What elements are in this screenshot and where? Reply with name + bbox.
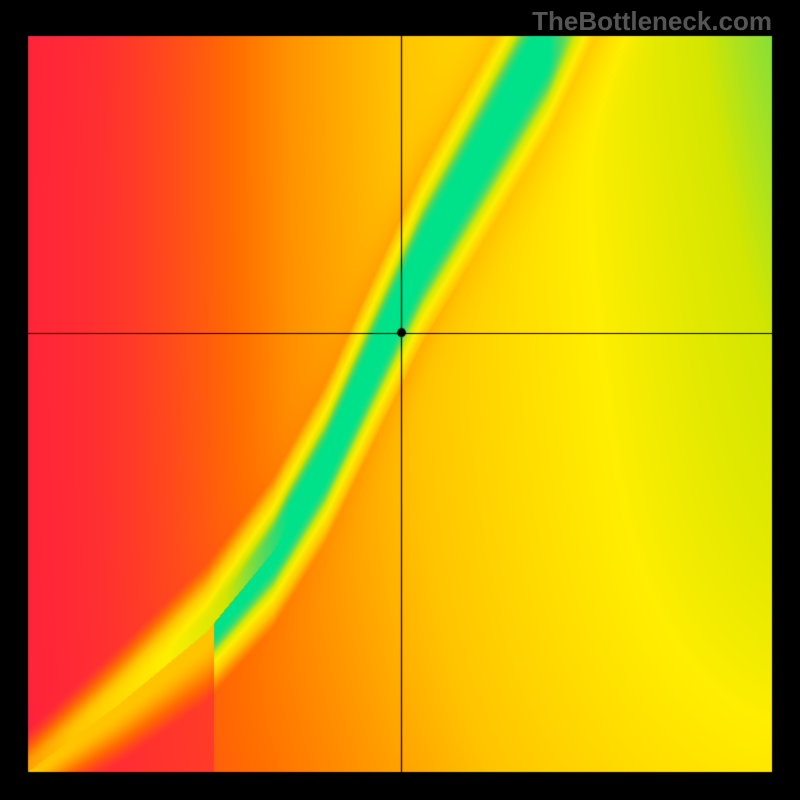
chart-container: TheBottleneck.com [0,0,800,800]
watermark-text: TheBottleneck.com [532,6,772,37]
bottleneck-heatmap-canvas [0,0,800,800]
